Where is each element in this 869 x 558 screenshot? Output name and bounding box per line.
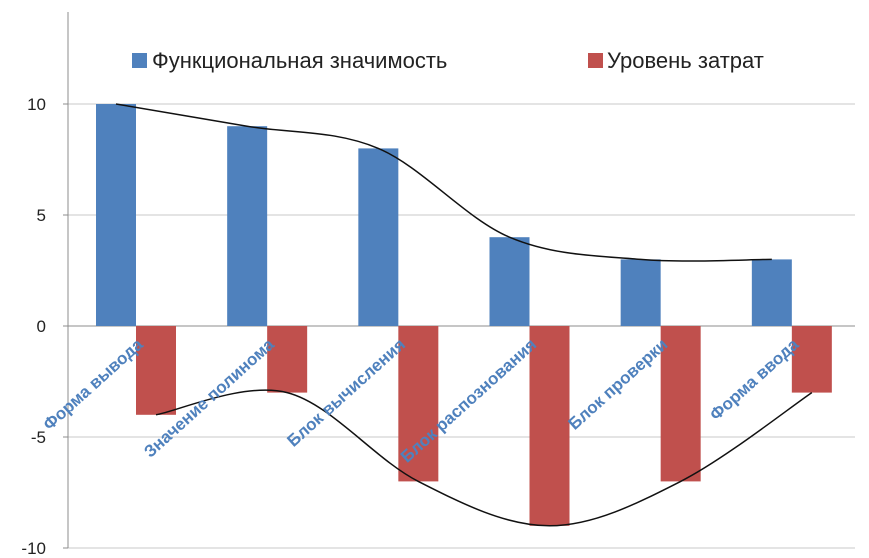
legend-swatch-cost-level — [588, 53, 603, 68]
category-label: Форма вывода — [39, 334, 147, 434]
bar-functional-significance — [358, 148, 399, 326]
gridlines — [63, 103, 855, 549]
bar-functional-significance — [489, 237, 530, 326]
trend-lines — [115, 103, 813, 527]
bar-cost-level — [398, 326, 439, 482]
y-tick-labels: 10 5 0 -5 -10 — [21, 95, 46, 558]
axes — [67, 12, 855, 548]
bar-functional-significance — [620, 259, 661, 326]
legend: Функциональная значимость Уровень затрат — [132, 48, 764, 73]
y-tick-label: -5 — [31, 428, 46, 447]
bar-cost-level — [791, 326, 832, 393]
y-tick-label: 10 — [27, 95, 46, 114]
category-label: Блок проверки — [565, 335, 672, 434]
trendline-cost-level — [155, 389, 813, 527]
legend-swatch-functional-significance — [132, 53, 147, 68]
bar-cost-level — [136, 326, 176, 415]
y-tick-label: 0 — [37, 317, 46, 336]
bar-functional-significance — [751, 259, 792, 326]
bar-cost-level — [529, 326, 570, 526]
bar-cost-level — [660, 326, 701, 482]
y-tick-label: 5 — [37, 206, 46, 225]
y-tick-label: -10 — [21, 539, 46, 558]
bar-cost-level — [267, 326, 308, 393]
category-label: Форма ввода — [706, 334, 803, 424]
legend-label-cost-level: Уровень затрат — [607, 48, 764, 73]
trendline-functional-significance — [115, 103, 772, 262]
legend-label-functional-significance: Функциональная значимость — [152, 48, 447, 73]
bar-functional-significance — [96, 104, 136, 326]
bar-functional-significance — [227, 126, 268, 326]
bars — [96, 104, 832, 526]
